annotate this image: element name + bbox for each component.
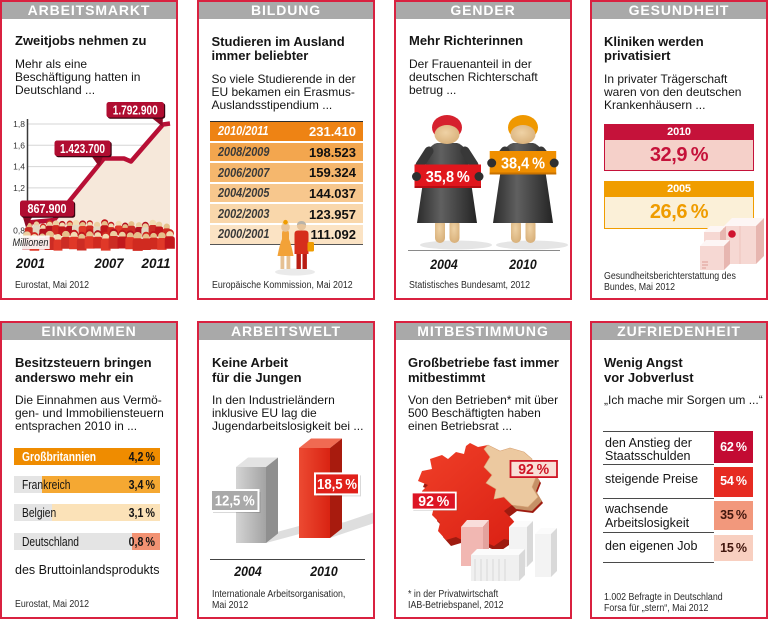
svg-text:867.900: 867.900: [28, 202, 67, 216]
svg-text:2007: 2007: [94, 255, 125, 271]
svg-text:2001: 2001: [15, 255, 45, 271]
svg-text:1.792.900: 1.792.900: [113, 103, 158, 117]
svg-text:1,6: 1,6: [13, 140, 25, 150]
svg-text:12,5 %: 12,5 %: [215, 494, 255, 510]
svg-text:92 %: 92 %: [418, 493, 449, 510]
svg-text:1.423.700: 1.423.700: [60, 142, 105, 156]
svg-text:1,2: 1,2: [13, 183, 25, 193]
svg-text:38,4 %: 38,4 %: [501, 156, 545, 173]
svg-text:2011: 2011: [141, 255, 171, 271]
svg-text:92 %: 92 %: [518, 461, 549, 478]
svg-text:Millionen: Millionen: [13, 237, 49, 249]
svg-text:1,4: 1,4: [13, 162, 25, 172]
svg-text:1,8: 1,8: [13, 119, 25, 129]
svg-text:18,5 %: 18,5 %: [317, 477, 357, 493]
svg-text:0,8: 0,8: [13, 226, 25, 236]
svg-text:35,8 %: 35,8 %: [426, 169, 470, 186]
